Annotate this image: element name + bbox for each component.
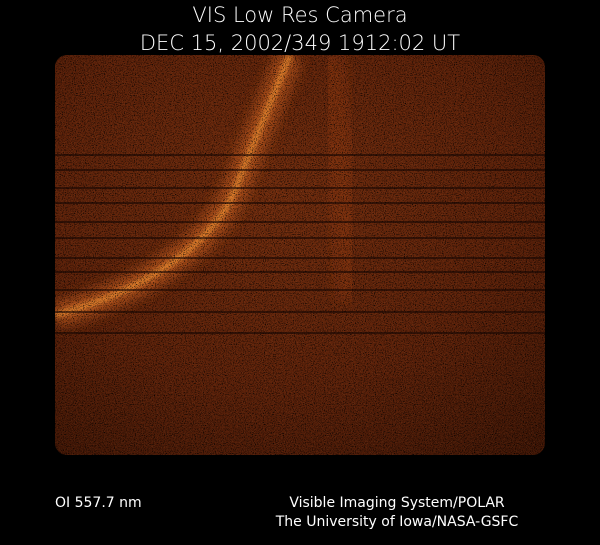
- title: VIS Low Res Camera: [192, 3, 407, 27]
- credit-line: The University of Iowa/NASA-GSFC: [275, 514, 519, 530]
- camera-image: [55, 55, 545, 455]
- credit-line: Visible Imaging System/POLAR: [289, 495, 505, 511]
- wavelength: OI 557.7 nm: [55, 495, 142, 511]
- timestamp: DEC 15, 2002/349 1912:02 UT: [140, 31, 460, 55]
